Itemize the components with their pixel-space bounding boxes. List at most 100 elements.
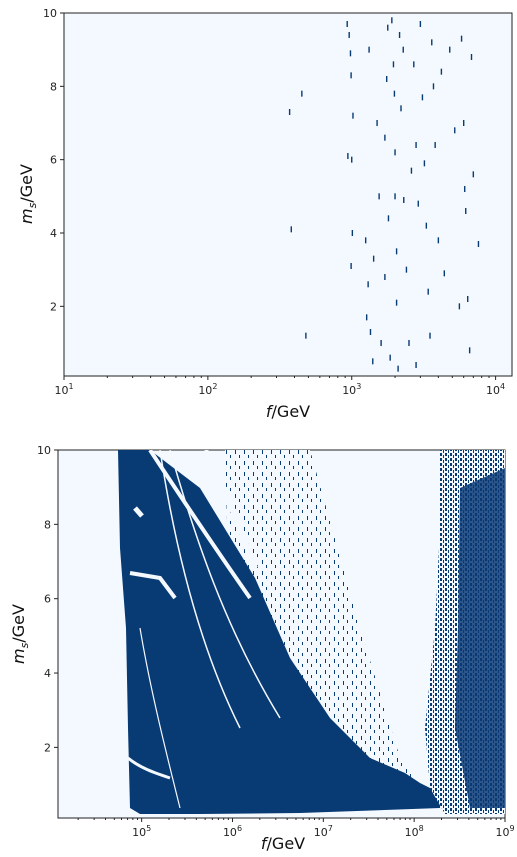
data-point (378, 193, 380, 200)
x-tick-label: 103 (342, 382, 361, 397)
data-point (434, 142, 436, 148)
data-point (437, 237, 440, 244)
data-point (372, 358, 374, 365)
data-point (425, 222, 428, 229)
data-point (427, 288, 429, 295)
data-point (398, 32, 401, 38)
y-tick-label: 10 (37, 444, 51, 457)
data-point (391, 17, 393, 24)
data-point (395, 248, 398, 255)
data-point (386, 76, 388, 82)
data-point (372, 255, 375, 262)
data-point (472, 171, 475, 178)
data-point (400, 105, 402, 112)
data-point (405, 266, 408, 273)
data-point (367, 281, 369, 288)
x-axis-ticks: 105 106 107 108 109 (77, 818, 515, 839)
y-tick-label: 8 (50, 80, 57, 93)
y-axis-label: ms/GeV (17, 164, 39, 224)
x-tick-label: 105 (132, 824, 151, 839)
x-tick-label: 104 (486, 382, 505, 397)
data-point (470, 54, 473, 60)
data-point (394, 149, 396, 156)
data-point (443, 270, 446, 277)
data-point (417, 200, 419, 207)
gap-curve (139, 627, 181, 809)
data-point (387, 215, 390, 222)
x-tick-label: 102 (198, 382, 217, 397)
data-point (346, 21, 348, 27)
data-point (290, 226, 292, 233)
gap-curve (148, 450, 252, 600)
data-point (380, 340, 382, 346)
data-point (458, 303, 461, 310)
data-point (423, 160, 426, 167)
data-point (348, 32, 350, 38)
data-point (288, 109, 291, 115)
data-point (350, 263, 352, 269)
data-point (421, 94, 424, 101)
data-point (387, 24, 389, 31)
data-point (351, 156, 353, 163)
y-axis-ticks: 2 4 6 8 10 (37, 444, 58, 754)
data-point (429, 332, 431, 339)
data-point (449, 46, 451, 53)
y-tick-label: 4 (50, 227, 57, 240)
x-tick-label: 101 (54, 382, 73, 397)
y-tick-label: 6 (44, 593, 51, 606)
x-axis-label: f/GeV (266, 402, 310, 421)
data-point (468, 347, 471, 354)
plot-area (63, 12, 513, 377)
data-point (467, 296, 469, 302)
data-point (410, 167, 413, 174)
y-tick-label: 8 (44, 518, 51, 531)
data-point (394, 193, 396, 200)
data-point (349, 50, 352, 57)
y-tick-label: 4 (44, 667, 51, 680)
gap-curve (159, 450, 241, 729)
data-point (393, 90, 396, 97)
dense-region-right-core (455, 468, 505, 808)
y-tick-label: 2 (50, 300, 57, 313)
data-point (369, 329, 372, 335)
data-point (365, 314, 368, 321)
data-point (403, 197, 405, 203)
data-point (415, 142, 417, 148)
data-point (431, 39, 433, 46)
scatter-heatmap-chart-bottom: 105 106 107 108 109 2 4 6 8 10 f/GeV ms/GeV (9, 444, 515, 853)
x-axis-ticks: 101 102 103 104 (54, 376, 505, 397)
y-tick-label: 10 (43, 7, 57, 20)
data-point (462, 120, 465, 126)
gap-curve (133, 506, 144, 518)
data-point (350, 72, 352, 79)
data-point (347, 153, 349, 159)
data-point (368, 46, 370, 53)
data-point (364, 237, 367, 244)
data-points (288, 17, 480, 372)
x-axis-label: f/GeV (261, 834, 305, 853)
data-point (376, 120, 378, 126)
data-point (413, 61, 415, 68)
data-point (392, 61, 395, 68)
data-point (389, 354, 391, 361)
data-point (419, 21, 422, 27)
data-point (465, 208, 467, 214)
data-point (301, 90, 303, 97)
x-tick-label: 107 (314, 824, 333, 839)
data-point (395, 299, 398, 306)
gap-curve (202, 450, 258, 570)
data-point (397, 365, 399, 372)
data-point (460, 35, 463, 42)
x-tick-label: 109 (495, 824, 514, 839)
y-axis-label: ms/GeV (9, 604, 31, 664)
scatter-heatmap-chart-top: 101 102 103 104 2 4 6 8 10 f/GeV ms/GeV (17, 7, 513, 421)
y-axis-ticks: 2 4 6 8 10 (43, 7, 64, 313)
data-point (464, 186, 466, 192)
data-point (352, 112, 354, 119)
data-point (477, 241, 480, 247)
x-tick-label: 106 (223, 824, 242, 839)
gap-curve (129, 571, 177, 600)
y-tick-label: 2 (44, 741, 51, 754)
data-point (454, 127, 456, 134)
data-point (440, 68, 443, 75)
